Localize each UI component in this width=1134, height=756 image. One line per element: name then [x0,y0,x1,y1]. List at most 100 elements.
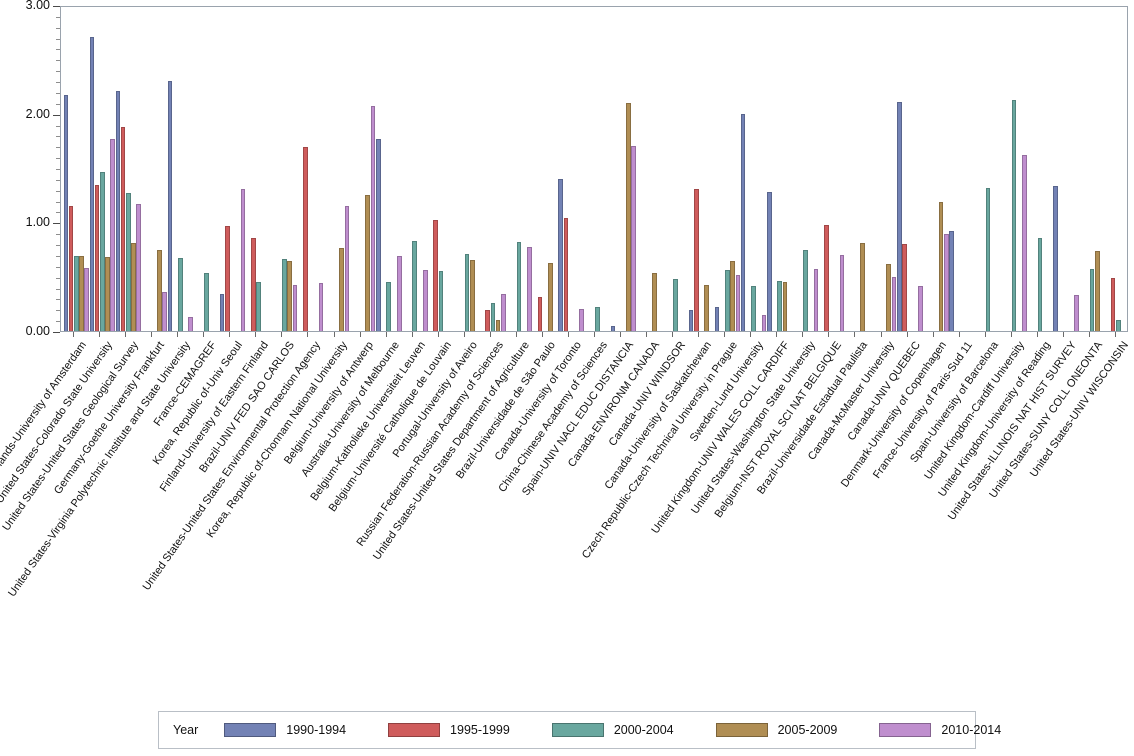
bar-group [558,7,584,331]
bar [730,261,735,331]
x-tick [724,332,726,337]
bar [256,282,261,331]
bar-group [298,7,324,331]
y-tick-minor [56,190,60,192]
bar [839,254,845,331]
x-tick [541,332,543,337]
y-tick-label: 2.00 [25,106,50,121]
bar [287,261,293,331]
bar [188,316,194,331]
y-tick-label: 0.00 [25,324,50,338]
legend-items: 1990-1994 1995-1999 2000-2004 2005-2009 2010… [224,723,1043,737]
bar-group [272,7,298,331]
x-tick [281,332,283,337]
bar-group [1001,7,1027,331]
bar [365,195,371,331]
y-tick-minor [56,245,60,247]
legend-item[interactable]: 2000-2004 [551,723,674,737]
bar [693,188,699,331]
bar [547,262,553,331]
bar [985,187,991,331]
bar [136,203,142,331]
bar-group [63,7,90,331]
bar-group [871,7,897,331]
y-tick-major [53,114,60,116]
bar [766,191,772,331]
bar-group [89,7,116,331]
bar [115,90,121,331]
bar [386,282,392,331]
y-tick-minor [56,16,60,18]
legend-item[interactable]: 2005-2009 [715,723,837,737]
bar [949,231,954,331]
bar [537,297,543,331]
x-tick [1114,332,1116,337]
y-tick-minor [56,125,60,127]
y-tick-minor [56,27,60,29]
bar [1074,295,1079,331]
bar [1053,186,1059,331]
legend-label: 2000-2004 [613,723,674,737]
x-tick [828,332,830,337]
bar [725,270,730,331]
x-tick [411,332,413,337]
bar [282,259,287,331]
bar-group [714,7,741,331]
bar [438,271,444,331]
bar-group [663,7,689,331]
bar [902,244,908,331]
y-tick-minor [56,71,60,73]
bar-group [923,7,949,331]
legend-item[interactable]: 1995-1999 [388,723,510,737]
bar [157,249,162,331]
bar-group [1079,7,1105,331]
x-tick [177,332,179,337]
x-tick [567,332,569,337]
legend-swatch [715,723,768,737]
bar [938,201,944,331]
bar [79,256,84,331]
bar [813,269,819,331]
x-tick [594,332,595,337]
bar-group [506,7,532,331]
legend-item[interactable]: 2010-2014 [879,723,1001,737]
bar [1110,277,1116,331]
bar [412,240,418,331]
bar [89,36,95,331]
bar-group [454,7,480,331]
y-tick-minor [56,277,60,279]
bar [396,256,402,331]
y-tick-major [53,6,60,7]
bar-group [142,7,168,331]
legend-swatch [388,723,441,737]
bar [1094,250,1100,331]
x-axis-ticks [60,332,1128,338]
y-tick-label: 3.00 [25,0,50,12]
bar [516,241,522,331]
bar-group [897,7,923,331]
y-tick-minor [56,266,60,268]
legend-label: 1990-1994 [286,723,347,737]
bar [84,267,89,331]
x-tick [125,332,127,337]
legend-item[interactable]: 1990-1994 [224,723,346,737]
bar [63,95,69,331]
bar [110,138,115,331]
bar-group [610,7,637,331]
bar [464,253,470,331]
bar [219,294,225,331]
bar-group [975,7,1001,331]
bar [688,310,694,331]
bar [563,218,569,331]
x-tick [99,332,101,337]
bar [631,146,636,331]
bar [303,147,308,331]
bar-group [115,7,142,331]
bar [626,102,631,331]
x-tick [515,332,517,337]
bar-group [740,7,767,331]
bar-group [376,7,402,331]
x-tick [437,332,439,337]
bar-group [246,7,272,331]
